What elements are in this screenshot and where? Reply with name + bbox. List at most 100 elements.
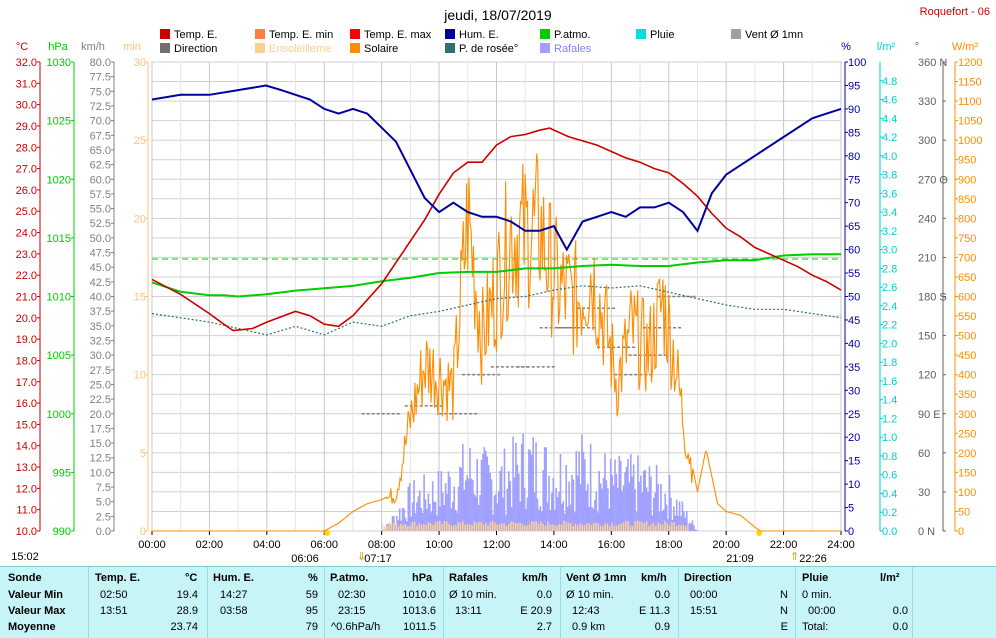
rafales-bar [406, 521, 408, 531]
col-divider [560, 567, 561, 638]
axis-tick-label: 1010 [47, 292, 71, 304]
rafales-min-value: 0.0 [536, 589, 552, 601]
rafales-bar [426, 509, 428, 531]
vent-max-time: 12:43 [572, 605, 600, 617]
pluie-max-value: 0.0 [892, 605, 908, 617]
axis-tick-label: 70.0 [90, 116, 111, 128]
axis-tick-label: 95 [848, 80, 860, 92]
rafales-bar [452, 502, 454, 531]
hum-max-time: 03:58 [220, 605, 248, 617]
sunshine-bar [586, 523, 588, 531]
sunshine-bar [615, 525, 618, 531]
rafales-bar [403, 508, 405, 531]
rafales-bar [446, 493, 448, 531]
row-label-min: Valeur Min [8, 589, 64, 601]
axis-tick-label: 0 [958, 526, 964, 538]
axis-tick-label: 5.0 [96, 497, 111, 509]
rafales-bar [447, 471, 450, 531]
rafales-bar [640, 475, 642, 531]
axis-tick-label: 85 [848, 127, 860, 139]
sunrise-label: 06:06 [291, 553, 319, 565]
sunshine-bar [597, 523, 600, 531]
x-tick-label: 04:00 [253, 539, 281, 551]
axis-tick-label: 31.0 [16, 78, 37, 90]
rafales-bar [609, 458, 612, 531]
rafales-bar [688, 522, 691, 531]
axis-tick-label: 40 [848, 338, 860, 350]
vent-min-time: Ø 10 min. [566, 589, 614, 601]
axis-tick-label: 2.4 [882, 301, 897, 313]
sunshine-bar [569, 523, 572, 531]
axis-unit-label: W/m² [952, 41, 979, 53]
sunshine-bar [491, 520, 494, 531]
rafales-bar [607, 488, 609, 531]
legend-label: Temp. E. min [269, 29, 333, 41]
axis-tick-label: 300 [958, 409, 976, 421]
patmo-min-value: 1010.0 [402, 589, 436, 601]
axis-tick-label: 990 [53, 526, 71, 538]
axis-tick-label: 45 [848, 315, 860, 327]
rafales-bar [645, 487, 648, 531]
sunshine-bar [390, 523, 393, 531]
axis-tick-label: 10.0 [16, 526, 37, 538]
patmo-max-value: 1013.6 [402, 605, 436, 617]
axis-tick-label: 450 [958, 350, 976, 362]
rafales-bar [563, 513, 566, 531]
rafales-bar [463, 489, 466, 531]
sunshine-bar [501, 523, 503, 531]
rafales-bar [581, 434, 583, 531]
axis-tick-label: 50 [848, 292, 860, 304]
vent-max-value: E 11.3 [639, 605, 670, 617]
rafales-bar [555, 488, 557, 531]
sunshine-bar [666, 522, 668, 531]
rafales-bar [485, 450, 487, 531]
sunshine-bar [682, 524, 685, 531]
axis-tick-label: 1.0 [882, 432, 897, 444]
rafales-bar [604, 453, 606, 531]
legend-swatch [445, 43, 455, 53]
rafales-bar [469, 447, 471, 531]
rafales-bar [681, 501, 684, 531]
axis-tick-label: 995 [53, 467, 71, 479]
row-label-max: Valeur Max [8, 605, 66, 617]
rafales-bar [430, 512, 433, 531]
sunshine-bar [558, 524, 561, 531]
axis-tick-label: 5 [848, 503, 854, 515]
legend-label: Temp. E. [174, 29, 217, 41]
rafales-bar [543, 447, 546, 531]
axis-tick-label: 2.6 [882, 282, 897, 294]
sunshine-bar [402, 524, 404, 531]
patmo-min-time: 02:30 [338, 589, 366, 601]
rafales-bar [638, 481, 641, 531]
rafales-bar [648, 466, 651, 531]
rafales-bar [665, 504, 668, 531]
rafales-bar [434, 501, 437, 531]
axis-tick-label: 23.0 [16, 249, 37, 261]
sunshine-bar [556, 525, 558, 531]
rafales-bar [693, 525, 695, 531]
rafales-bar [549, 510, 552, 531]
sunshine-bar [547, 521, 549, 531]
temp-min-time: 02:50 [100, 589, 128, 601]
axis-tick-label: 240 [918, 213, 936, 225]
sunshine-bar [654, 525, 657, 531]
hum-min-time: 14:27 [220, 589, 248, 601]
sunshine-bar [386, 525, 388, 531]
rafales-bar [482, 454, 484, 531]
rafales-bar [655, 464, 658, 531]
legend-swatch [160, 29, 170, 39]
axis-tick-label: 52.5 [90, 218, 111, 230]
sunshine-bar [540, 521, 542, 531]
axis-tick-label: 1000 [47, 409, 71, 421]
axis-tick-label: 20.0 [16, 313, 37, 325]
axis-tick-label: 30 [848, 385, 860, 397]
sunshine-bar [583, 524, 586, 531]
sunshine-bar [434, 522, 436, 531]
rafales-bar [493, 495, 496, 531]
axis-tick-label: 10 [848, 479, 860, 491]
rafales-bar [558, 491, 560, 531]
axis-tick-label: 350 [958, 389, 976, 401]
axis-tick-label: 22.0 [16, 270, 37, 282]
sunshine-bar [443, 520, 446, 531]
axis-tick-label: 35 [848, 362, 860, 374]
